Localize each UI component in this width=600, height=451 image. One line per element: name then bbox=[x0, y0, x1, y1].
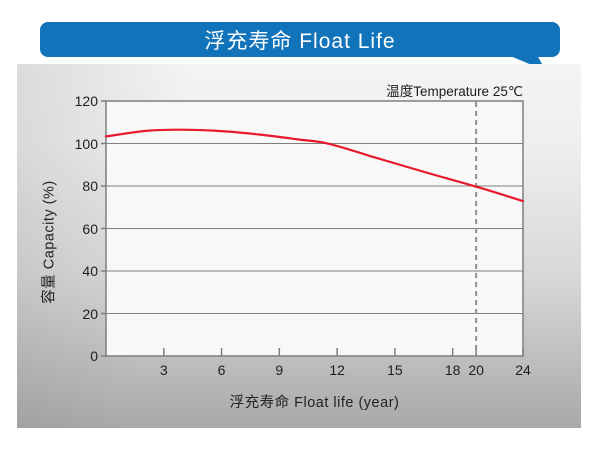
x-axis-title: 浮充寿命 Float life (year) bbox=[229, 395, 400, 411]
chart-panel bbox=[17, 64, 581, 428]
y-axis-title: 容量 Capacity (%) bbox=[41, 180, 58, 304]
page-title: 浮充寿命 Float Life bbox=[204, 29, 396, 53]
temperature-annotation: 温度Temperature 25℃ bbox=[386, 84, 523, 99]
title-banner: 浮充寿命 Float Life bbox=[40, 22, 560, 57]
